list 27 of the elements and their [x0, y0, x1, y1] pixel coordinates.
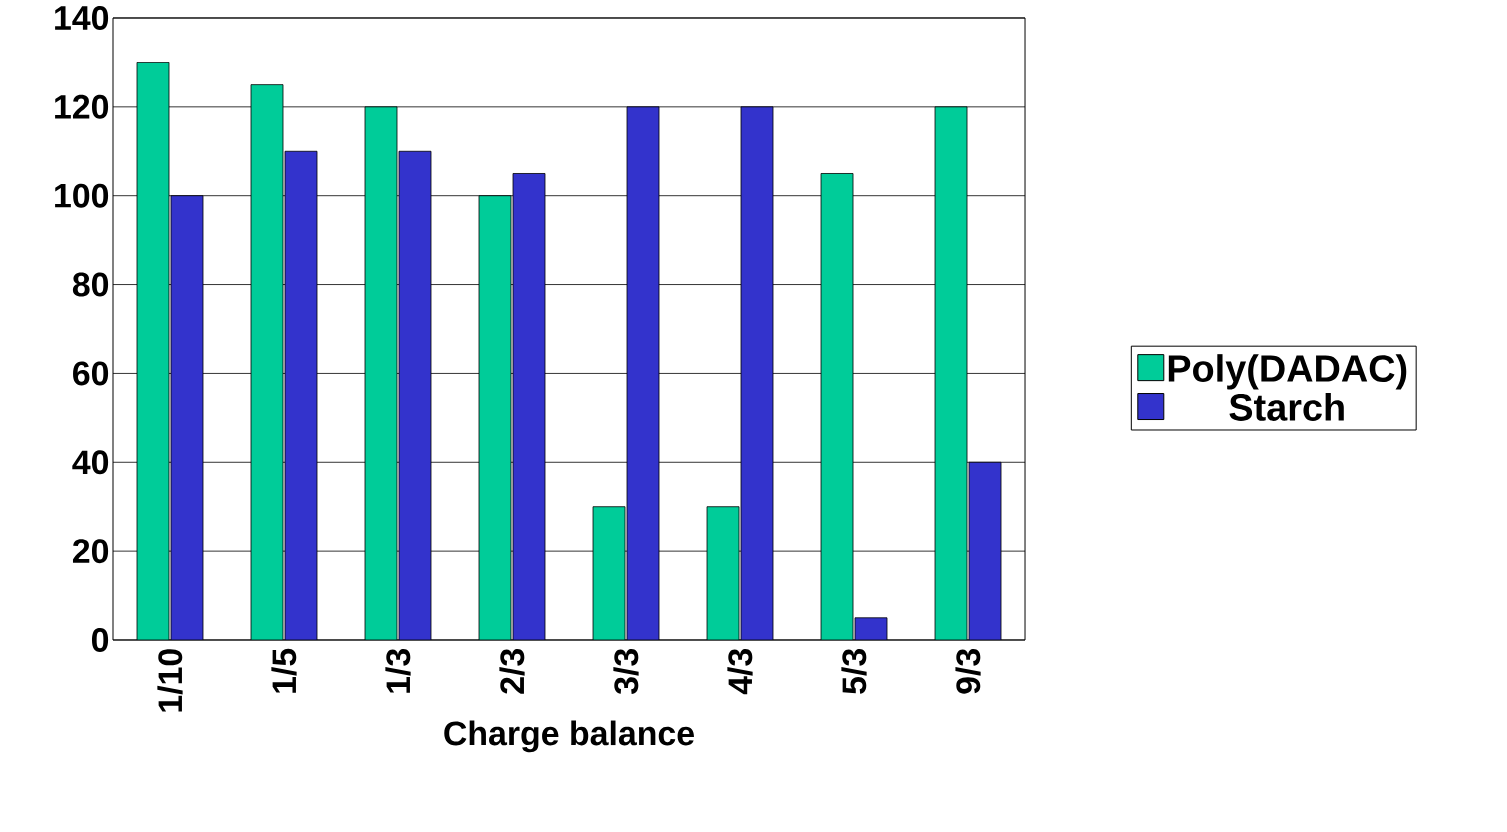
- bar: [364, 106, 398, 640]
- x-tick-label: 9/3: [955, 649, 981, 694]
- bar: [820, 173, 854, 640]
- y-tick-label: 40: [72, 450, 109, 475]
- x-tick-label: 1/10: [157, 649, 183, 712]
- x-tick-label: 3/3: [613, 649, 639, 695]
- legend-label: Poly(DADAC): [1168, 354, 1407, 390]
- y-tick-label: 0: [91, 628, 109, 652]
- y-tick-label: 80: [72, 272, 109, 297]
- x-tick-label: 4/3: [727, 649, 753, 695]
- bar: [136, 62, 170, 640]
- y-tick-label: 20: [72, 539, 109, 564]
- bar: [250, 84, 284, 640]
- x-axis-title: Charge balance: [444, 720, 694, 753]
- bar: [706, 506, 740, 640]
- y-tick-label: 60: [73, 361, 109, 386]
- legend-label: Starch: [1229, 393, 1344, 421]
- bar: [592, 506, 626, 640]
- bar: [478, 195, 512, 640]
- y-tick-label: 140: [55, 5, 109, 30]
- x-tick-label: 5/3: [841, 649, 867, 694]
- x-tick-label: 1/3: [385, 649, 411, 693]
- y-tick-label: 120: [55, 94, 109, 119]
- x-tick-label: 2/3: [499, 649, 525, 694]
- y-tick-label: 100: [55, 183, 109, 208]
- x-tick-label: 1/5: [271, 648, 297, 693]
- bar: [934, 106, 968, 640]
